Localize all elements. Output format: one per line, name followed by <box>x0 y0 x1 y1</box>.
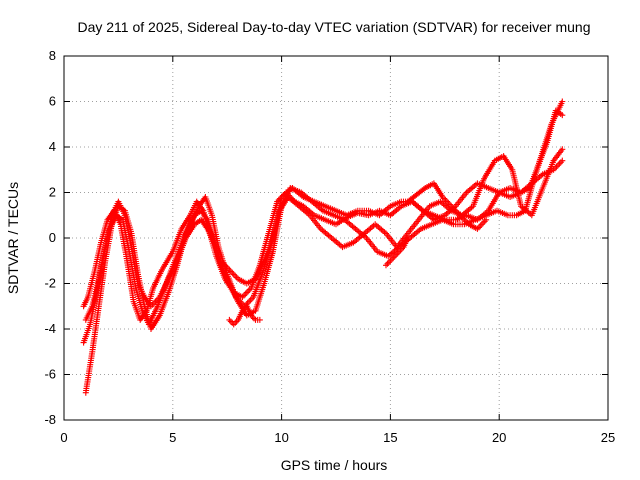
data-points <box>80 98 566 396</box>
x-tick-label: 15 <box>383 430 397 445</box>
series-track-2 <box>80 146 566 346</box>
data-marks-track-3 <box>82 98 566 396</box>
x-tick-label: 20 <box>492 430 506 445</box>
y-tick-label: -8 <box>44 412 56 427</box>
x-tick-label: 25 <box>601 430 615 445</box>
data-marks-track-6 <box>383 235 411 269</box>
x-tick-label: 10 <box>274 430 288 445</box>
series-track-6 <box>383 235 411 269</box>
y-tick-label: 8 <box>49 48 56 63</box>
data-marks-track-1 <box>80 157 566 323</box>
data-marks-track-4 <box>82 107 566 323</box>
y-tick-label: 0 <box>49 230 56 245</box>
x-axis-label: GPS time / hours <box>281 457 388 473</box>
data-marks-track-2 <box>80 146 566 346</box>
data-marks-track-7 <box>404 180 490 232</box>
series-track-5 <box>226 303 263 328</box>
y-tick-label: 4 <box>49 139 56 154</box>
y-tick-label: 6 <box>49 94 56 109</box>
series-track-7 <box>404 180 490 232</box>
grid-lines <box>64 56 608 420</box>
data-marks-track-5 <box>226 303 263 328</box>
y-tick-label: -6 <box>44 367 56 382</box>
series-track-4 <box>82 107 566 323</box>
chart-title: Day 211 of 2025, Sidereal Day-to-day VTE… <box>77 19 590 35</box>
series-track-1 <box>80 157 566 323</box>
y-tick-label: -4 <box>44 321 56 336</box>
x-tick-label: 5 <box>169 430 176 445</box>
y-tick-label: 2 <box>49 185 56 200</box>
series-track-3 <box>82 98 566 396</box>
x-tick-label: 0 <box>60 430 67 445</box>
axis-ticks: 0 5 10 15 20 25 -8 -6 -4 -2 0 2 4 6 8 <box>44 48 615 445</box>
y-tick-label: -2 <box>44 276 56 291</box>
y-axis-label: SDTVAR / TECUs <box>5 182 21 294</box>
